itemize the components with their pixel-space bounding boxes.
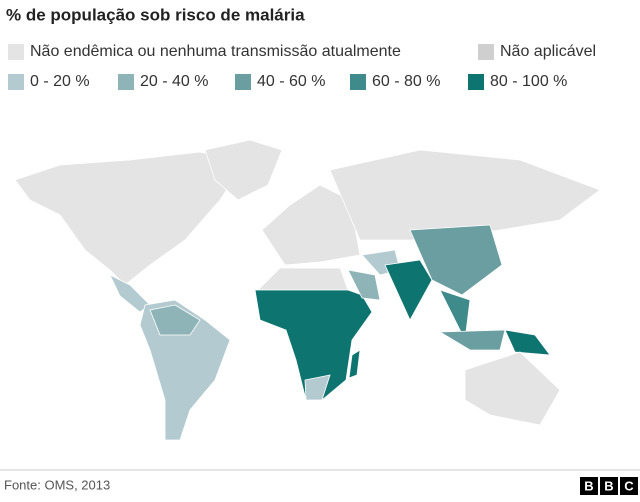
legend: Não endêmica ou nenhuma transmissão atua…	[8, 43, 596, 90]
logo-letter: C	[624, 478, 634, 493]
legend-swatch	[118, 74, 134, 90]
title: % de população sob risco de malária	[6, 5, 305, 24]
world-map	[14, 139, 601, 441]
legend-label: 40 - 60 %	[257, 73, 325, 90]
legend-label: 60 - 80 %	[372, 73, 440, 90]
logo-letter: B	[604, 478, 613, 493]
legend-swatch	[478, 44, 494, 60]
source: Fonte: OMS, 2013	[4, 477, 110, 492]
legend-swatch	[8, 74, 24, 90]
logo-block	[580, 477, 598, 495]
legend-swatch	[235, 74, 251, 90]
legend-swatch	[8, 44, 24, 60]
legend-label: 0 - 20 %	[30, 73, 90, 90]
legend-label: 20 - 40 %	[140, 73, 208, 90]
legend-label: 80 - 100 %	[490, 73, 567, 90]
legend-label: Não aplicável	[500, 43, 596, 60]
legend-swatch	[350, 74, 366, 90]
logo-letter: B	[584, 478, 593, 493]
logo-block	[620, 477, 638, 495]
logo-block	[600, 477, 618, 495]
legend-swatch	[468, 74, 484, 90]
legend-label: Não endêmica ou nenhuma transmissão atua…	[30, 43, 401, 60]
